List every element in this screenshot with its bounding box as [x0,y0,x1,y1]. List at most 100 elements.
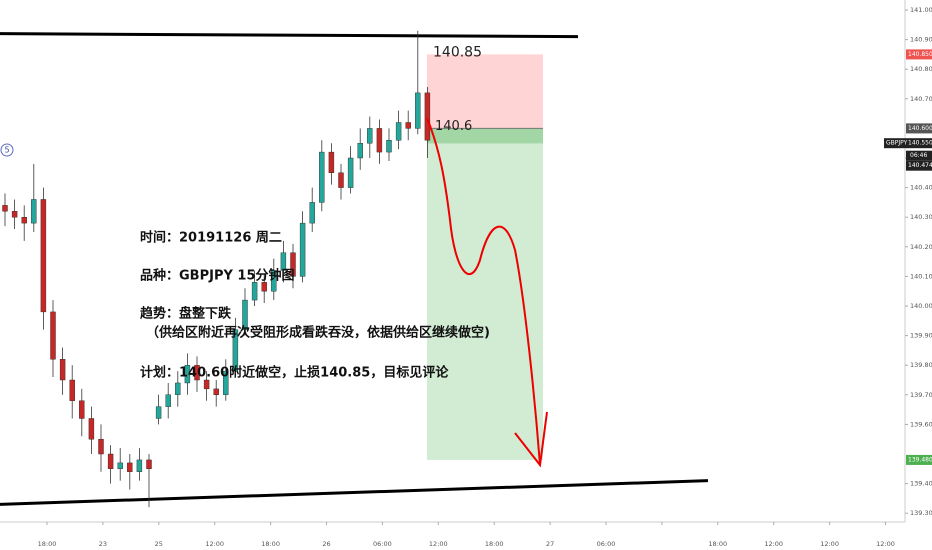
wave-label: 5 [4,146,9,155]
x-tick-label: 27 [546,540,554,548]
candle-body [203,379,210,390]
candle-body [11,211,18,218]
candle-body [165,394,171,407]
candle-body [2,205,8,212]
price-tag-label: 140.474 [908,162,932,169]
x-tick-label: 12:00 [820,540,839,548]
candle-body [107,453,114,470]
candle-body [69,379,75,401]
candle-body [367,128,373,144]
x-tick-label: 23 [99,540,107,548]
y-tick-label: 139.300 [910,509,932,517]
forecast-arrow [426,117,541,466]
candle-body [127,462,133,472]
y-tick-label: 140.800 [910,65,932,73]
note: （供给区附近再次受阻形成看跌吞没，依据供给区继续做空) [146,325,490,341]
y-tick-label: 140.300 [910,213,932,221]
time-tag [906,150,932,161]
y-tick-label: 139.900 [910,332,932,340]
x-tick-label: 12:00 [764,540,783,548]
note: 时间：20191126 周二 [140,230,282,246]
price-tag [906,49,932,60]
x-tick-label: 18:00 [261,540,280,548]
price-tag-label: 140.600 [908,125,932,132]
wave-marker [0,143,14,157]
candle-body [280,252,287,271]
y-tick-label: 139.400 [910,480,932,488]
candle-body [395,122,402,141]
candle-body [271,270,277,292]
price-tag [906,454,932,465]
candle-body [117,462,123,470]
x-tick-label: 25 [155,540,163,548]
x-tick-label: 12:00 [205,540,224,548]
candle-body [376,128,383,153]
x-tick-label: 12:00 [429,540,448,548]
x-tick-label: 06:00 [597,540,616,548]
lower-channel [0,479,709,506]
x-tick-label: 18:00 [708,540,727,548]
candle-body [31,199,37,224]
x-tick-label: 26 [322,540,330,548]
stop-zone [427,54,543,129]
candle-body [21,216,27,224]
price-tag-label: 140.550 [908,140,932,147]
candle-body [261,282,267,292]
candle-body [146,459,152,470]
price-tag [906,123,932,134]
candle-body [242,299,248,330]
time-label: 06:46 [910,152,927,159]
y-tick-label: 140.100 [910,272,932,280]
candle-body [347,157,354,188]
candle-body [59,359,66,381]
candle-body [338,172,344,188]
y-tick-label: 140.200 [910,243,932,251]
candle-body [290,252,296,277]
x-tick-label: 18:00 [485,540,504,548]
candle-body [175,382,181,395]
symbol-label: GBPJPY [886,140,908,147]
candle-body [424,92,431,141]
candle-body [213,388,219,396]
entry-band [427,128,543,144]
candle-body [223,370,229,395]
upper-channel [0,32,579,39]
entry-label: 140.6 [435,119,472,134]
y-tick-label: 139.700 [910,391,932,399]
candle-body [309,202,315,224]
candle-body [386,140,392,153]
y-tick-label: 140.400 [910,184,932,192]
arrow-head [514,411,548,468]
candle-body [88,418,95,440]
candle-body [194,365,200,381]
candle-body [98,439,104,455]
y-tick-label: 139.800 [910,361,932,369]
candle-body [136,459,143,472]
note: 品种：GBPJPY 15分钟图 [140,268,295,284]
candle-body [251,282,258,301]
x-tick-label: 06:00 [373,540,392,548]
candle-body [299,222,306,277]
symbol-tag [884,138,906,149]
candle-body [50,311,56,360]
y-tick-label: 141.000 [910,6,932,14]
price-tag-label: 140.850 [908,51,932,58]
price-tag-label: 139.480 [908,456,932,463]
candle-body [328,151,335,174]
candle-body [415,92,421,129]
candle-body [40,199,47,313]
candle-body [405,122,411,129]
candle-body [357,142,363,159]
candle-body [319,151,325,203]
stop-label: 140.85 [433,44,482,60]
x-tick-label: 12:00 [876,540,895,548]
y-tick-label: 140.700 [910,95,932,103]
note: 趋势：盘整下跌 [140,306,232,322]
price-tag [906,138,932,149]
y-tick-label: 140.000 [910,302,932,310]
candle-body [232,329,239,372]
price-tag [906,160,932,171]
y-tick-label: 140.900 [910,36,932,44]
candle-body [79,400,85,419]
